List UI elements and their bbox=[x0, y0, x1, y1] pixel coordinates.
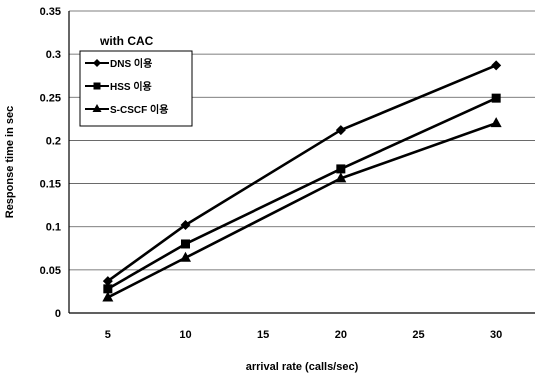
data-point-triangle bbox=[335, 172, 347, 183]
data-point-square bbox=[181, 239, 190, 249]
legend: with CAC DNS 이용 HSS 이용 S-CSCF 이용 bbox=[79, 34, 193, 127]
x-axis-title: arrival rate (calls/sec) bbox=[246, 361, 359, 373]
y-tick-label: 0.35 bbox=[40, 6, 61, 18]
legend-title: with CAC bbox=[99, 34, 154, 48]
legend-marker-square bbox=[93, 82, 101, 90]
y-axis-title: Response time in sec bbox=[4, 106, 16, 219]
legend-marker-diamond bbox=[93, 59, 101, 67]
legend-item-diamond: DNS 이용 bbox=[85, 57, 152, 70]
y-tick-labels: 0 0.05 0.1 0.15 0.2 0.25 0.3 0.35 bbox=[40, 6, 61, 320]
x-tick-label: 20 bbox=[335, 329, 347, 341]
x-tick-labels: 5 10 15 20 25 30 bbox=[105, 329, 503, 341]
data-point-diamond bbox=[180, 219, 191, 230]
data-point-triangle bbox=[180, 251, 191, 262]
legend-item-square: HSS 이용 bbox=[85, 80, 152, 93]
series-square bbox=[103, 93, 501, 294]
data-point-square bbox=[103, 284, 113, 294]
x-tick-label: 5 bbox=[105, 329, 111, 341]
data-point-triangle bbox=[102, 291, 114, 302]
data-point-square bbox=[491, 93, 501, 103]
y-tick-label: 0 bbox=[55, 308, 61, 320]
x-tick-label: 10 bbox=[179, 329, 191, 341]
series-line bbox=[107, 64, 497, 283]
legend-label: S-CSCF 이용 bbox=[110, 103, 168, 116]
data-point-square bbox=[336, 164, 346, 174]
series-diamond bbox=[102, 60, 502, 287]
y-tick-label: 0.25 bbox=[40, 92, 61, 104]
legend-label: DNS 이용 bbox=[110, 57, 152, 70]
gridlines bbox=[69, 10, 535, 271]
series-line bbox=[107, 121, 497, 299]
data-point-triangle bbox=[490, 117, 502, 128]
x-tick-label: 15 bbox=[257, 329, 269, 341]
series-line bbox=[107, 96, 497, 290]
y-tick-label: 0.15 bbox=[40, 179, 61, 191]
data-point-diamond bbox=[102, 276, 113, 287]
data-point-diamond bbox=[491, 60, 502, 71]
x-tick-label: 30 bbox=[490, 329, 502, 341]
y-tick-label: 0.05 bbox=[40, 265, 61, 277]
data-point-diamond bbox=[335, 125, 346, 136]
x-tick-label: 25 bbox=[412, 329, 424, 341]
y-tick-label: 0.1 bbox=[46, 222, 61, 234]
series-triangle bbox=[102, 117, 502, 302]
y-tick-label: 0.2 bbox=[46, 135, 61, 147]
series-lines bbox=[102, 60, 502, 302]
legend-label: HSS 이용 bbox=[110, 80, 152, 93]
legend-item-triangle: S-CSCF 이용 bbox=[85, 103, 168, 116]
axes bbox=[68, 11, 535, 314]
y-tick-label: 0.3 bbox=[46, 49, 61, 61]
legend-marker-triangle bbox=[92, 104, 102, 112]
